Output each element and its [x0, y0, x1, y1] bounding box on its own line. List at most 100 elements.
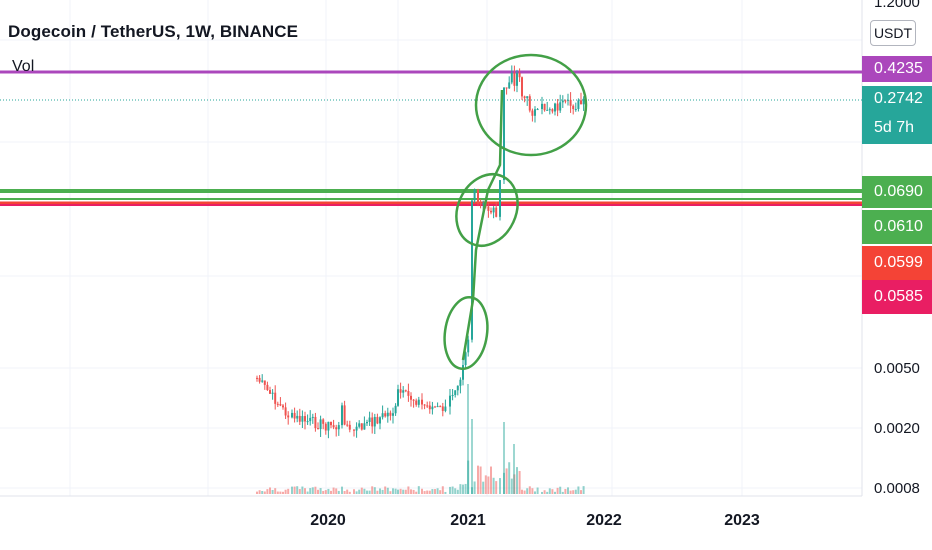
- candle-body: [309, 417, 312, 422]
- volume-bar: [484, 475, 487, 494]
- volume-bar: [495, 481, 498, 494]
- volume-bar: [431, 489, 434, 494]
- volume-bar: [567, 487, 569, 494]
- candle-body: [444, 406, 447, 411]
- volume-bar: [341, 486, 343, 494]
- volume-bar: [551, 489, 554, 494]
- candle-body: [546, 109, 549, 111]
- candle-body: [296, 415, 299, 419]
- candle-body: [368, 417, 371, 423]
- volume-bar: [293, 486, 296, 494]
- candle-body: [543, 103, 546, 111]
- volume-bar: [261, 491, 264, 494]
- candle-body: [492, 207, 495, 213]
- candle-body: [327, 421, 330, 431]
- volume-bar: [371, 486, 374, 494]
- symbol-title[interactable]: Dogecoin / TetherUS, 1W, BINANCE: [8, 22, 299, 41]
- time-label: 2023: [724, 512, 760, 529]
- annotation-circle: [474, 53, 588, 157]
- volume-bar: [574, 489, 577, 494]
- volume-bar: [389, 491, 392, 494]
- candle-body: [439, 406, 442, 408]
- candle-body: [454, 390, 457, 396]
- volume-bar: [284, 489, 287, 494]
- price-tick: 0.0020: [874, 420, 920, 437]
- candle-body: [451, 395, 454, 397]
- time-label: 2022: [586, 512, 622, 529]
- volume-bar: [343, 491, 346, 494]
- volume-bar: [423, 491, 426, 494]
- candle-body: [459, 379, 462, 386]
- volume-legend[interactable]: Vol: [12, 58, 35, 75]
- volume-bar: [379, 488, 381, 494]
- annotation-circle: [455, 173, 519, 247]
- volume-bar: [546, 491, 549, 494]
- time-label: 2021: [450, 512, 486, 529]
- volume-bar: [516, 467, 518, 494]
- candle-body: [337, 425, 340, 430]
- candle-body: [353, 429, 355, 431]
- candle-body: [482, 203, 485, 205]
- volume-bar: [337, 490, 340, 494]
- level-tag-0-0585: 0.0585: [862, 280, 932, 314]
- countdown-tag: 5d 7h: [862, 112, 932, 144]
- volume-bar: [309, 488, 312, 494]
- volume-bar: [572, 490, 575, 494]
- volume-bar: [363, 488, 366, 494]
- candle-body: [503, 87, 505, 181]
- volume-bar: [415, 491, 418, 494]
- candle-body: [335, 427, 338, 430]
- candle-body: [404, 390, 407, 392]
- candle-body: [330, 421, 332, 426]
- candle-body: [322, 419, 325, 424]
- volume-bar: [330, 490, 332, 494]
- price-tick: 0.0008: [874, 480, 920, 497]
- candle-body: [343, 405, 346, 425]
- volume-bar: [439, 490, 442, 494]
- candle-body: [366, 422, 368, 424]
- candle-body: [306, 421, 309, 423]
- volume-bar: [355, 491, 358, 494]
- volume-bar: [490, 466, 492, 494]
- candle-body: [363, 423, 366, 430]
- candle-body: [384, 413, 387, 417]
- candle-body: [279, 404, 282, 406]
- volume-bar: [508, 462, 511, 494]
- candle-body: [464, 352, 467, 366]
- candle-body: [397, 389, 399, 406]
- volume-bar: [306, 491, 309, 494]
- candle-body: [551, 109, 554, 112]
- currency-selector[interactable]: USDT: [870, 20, 916, 46]
- candle-body: [332, 425, 335, 428]
- candle-body: [379, 417, 381, 424]
- candle-body: [567, 99, 569, 101]
- candle-body: [510, 72, 513, 83]
- candle-body: [574, 108, 577, 110]
- candle-body: [355, 426, 358, 431]
- volume-bar: [392, 488, 394, 494]
- candle-body: [479, 202, 482, 205]
- volume-bar: [543, 490, 546, 494]
- level-tag-0-4235: 0.4235: [862, 56, 932, 82]
- candle-body: [518, 72, 521, 78]
- volume-bar: [471, 487, 473, 494]
- candle-body: [373, 416, 376, 427]
- volume-bar: [503, 422, 505, 494]
- volume-bar: [559, 486, 562, 494]
- volume-bar: [434, 489, 436, 494]
- candle-body: [513, 72, 516, 86]
- volume-bar: [410, 489, 412, 494]
- candle-body: [274, 392, 277, 404]
- volume-bar: [402, 489, 405, 494]
- volume-bar: [459, 484, 462, 494]
- volume-bar: [473, 481, 476, 494]
- candle-body: [358, 423, 361, 427]
- volume-bar: [513, 474, 516, 494]
- candle-body: [431, 406, 434, 410]
- volume-bar: [569, 490, 572, 494]
- volume-bar: [505, 468, 508, 494]
- volume-bar: [482, 481, 485, 494]
- volume-bar: [536, 487, 539, 494]
